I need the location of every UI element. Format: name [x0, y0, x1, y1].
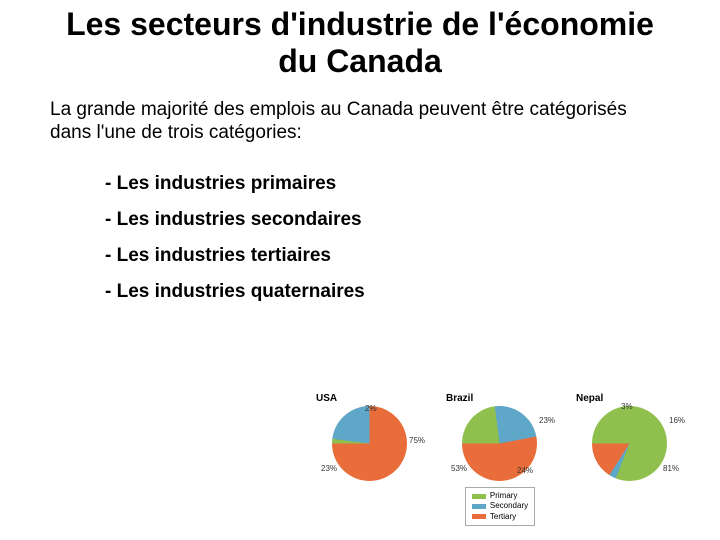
chart-title: Nepal: [570, 393, 603, 404]
chart-title: USA: [310, 393, 337, 404]
legend-item: Tertiary: [472, 512, 528, 522]
pie-chart-nepal: Nepal 81% 3% 16%: [570, 393, 690, 481]
pie-slice-label: 23%: [321, 464, 337, 473]
pie-wrap: 23% 24% 53%: [455, 406, 545, 481]
chart-title: Brazil: [440, 393, 473, 404]
list-item: - Les industries tertiaires: [105, 245, 720, 267]
pie-wrap: 81% 3% 16%: [585, 406, 675, 481]
pie-slice-label: 53%: [451, 464, 467, 473]
pie-graphic: [332, 406, 407, 481]
pie-chart-brazil: Brazil 23% 24% 53%: [440, 393, 560, 481]
pie-slice-label: 24%: [517, 466, 533, 475]
legend-label: Primary: [490, 491, 518, 501]
pie-slice-label: 16%: [669, 416, 685, 425]
legend-swatch: [472, 514, 486, 519]
legend-item: Primary: [472, 491, 528, 501]
pie-chart-usa: USA 2% 23% 75%: [310, 393, 430, 481]
list-item: - Les industries quaternaires: [105, 281, 720, 303]
legend-swatch: [472, 494, 486, 499]
intro-text: La grande majorité des emplois au Canada…: [0, 88, 720, 152]
charts-row: USA 2% 23% 75% Brazil 23% 24% 53% Nepal …: [310, 393, 690, 481]
pie-graphic: [592, 406, 667, 481]
page-title: Les secteurs d'industrie de l'économie d…: [0, 0, 720, 88]
legend-item: Secondary: [472, 501, 528, 511]
legend-label: Secondary: [490, 501, 528, 511]
legend-swatch: [472, 504, 486, 509]
list-item: - Les industries primaires: [105, 173, 720, 195]
charts-panel: USA 2% 23% 75% Brazil 23% 24% 53% Nepal …: [310, 393, 690, 526]
industry-list: - Les industries primaires - Les industr…: [0, 151, 720, 303]
pie-slice-label: 81%: [663, 464, 679, 473]
legend-label: Tertiary: [490, 512, 516, 522]
pie-slice-label: 3%: [621, 402, 633, 411]
pie-wrap: 2% 23% 75%: [325, 406, 415, 481]
list-item: - Les industries secondaires: [105, 209, 720, 231]
pie-slice-label: 2%: [365, 404, 377, 413]
chart-legend: Primary Secondary Tertiary: [465, 487, 535, 526]
pie-slice-label: 75%: [409, 436, 425, 445]
pie-slice-label: 23%: [539, 416, 555, 425]
